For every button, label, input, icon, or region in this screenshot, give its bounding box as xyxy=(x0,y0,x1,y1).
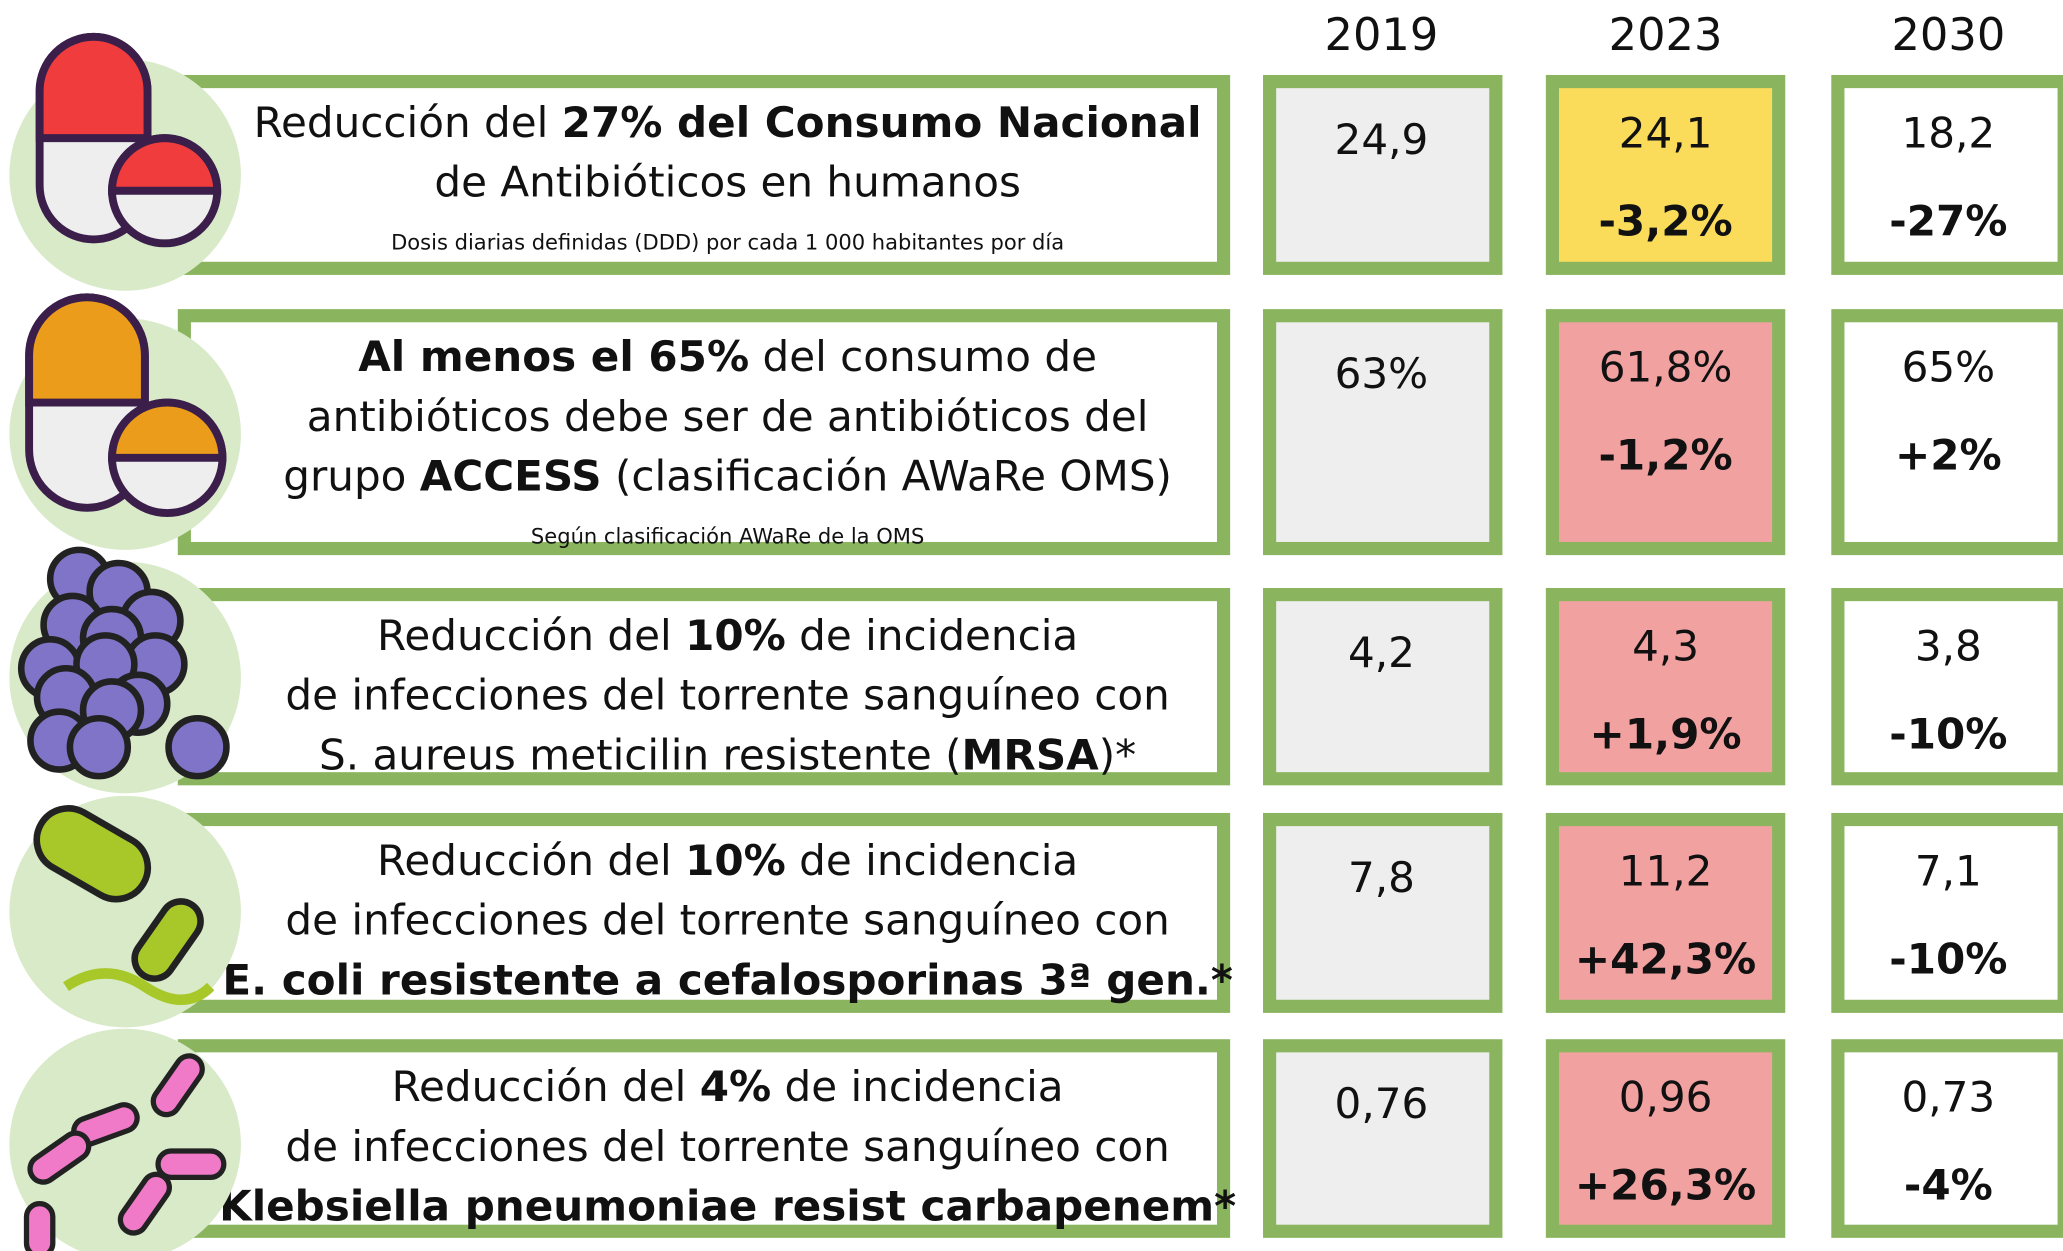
value-2030: 65% xyxy=(1902,342,1996,391)
value-2019: 7,8 xyxy=(1348,853,1415,902)
text-run: del consumo de xyxy=(749,332,1097,381)
description-line: Reducción del 4% de incidencia xyxy=(392,1062,1064,1111)
text-run: de incidencia xyxy=(771,1062,1063,1111)
text-run: Reducción del xyxy=(377,836,685,885)
text-run: de infecciones del torrente sanguíneo co… xyxy=(285,671,1169,720)
text-run: antibióticos debe ser de antibióticos de… xyxy=(307,392,1149,441)
change-2023: +26,3% xyxy=(1575,1161,1756,1210)
text-run: MRSA xyxy=(962,731,1100,780)
description-line: antibióticos debe ser de antibióticos de… xyxy=(307,392,1149,441)
note: Según clasificación AWaRe de la OMS xyxy=(531,523,924,548)
description-line: de infecciones del torrente sanguíneo co… xyxy=(285,671,1169,720)
year-header: 2023 xyxy=(1609,8,1723,61)
change-2023: +42,3% xyxy=(1575,934,1756,983)
text-run: de infecciones del torrente sanguíneo co… xyxy=(285,1122,1169,1171)
year-header: 2019 xyxy=(1325,8,1439,61)
description-line: de infecciones del torrente sanguíneo co… xyxy=(285,896,1169,945)
value-2023: 61,8% xyxy=(1599,342,1733,391)
change-2030: -10% xyxy=(1889,934,2007,983)
text-run: Reducción del xyxy=(254,98,562,147)
icons xyxy=(9,37,241,1251)
description-line: S. aureus meticilin resistente (MRSA)* xyxy=(319,731,1136,780)
text-run: Reducción del xyxy=(392,1062,700,1111)
year-header: 2030 xyxy=(1891,8,2005,61)
text-run: E. coli resistente a cefalosporinas 3ª g… xyxy=(222,955,1233,1004)
value-box xyxy=(1270,595,1496,779)
description-line: Reducción del 27% del Consumo Nacional xyxy=(254,98,1202,147)
description-line: Reducción del 10% de incidencia xyxy=(377,836,1078,885)
text-run: 27% del Consumo Nacional xyxy=(562,98,1202,147)
change-2023: -1,2% xyxy=(1598,431,1732,480)
text-run: Reducción del xyxy=(377,611,685,660)
value-2030: 3,8 xyxy=(1915,621,1982,670)
value-box xyxy=(1270,820,1496,1007)
value-2030: 7,1 xyxy=(1915,846,1982,895)
description-line: Al menos el 65% del consumo de xyxy=(358,332,1097,381)
change-2023: -3,2% xyxy=(1598,196,1732,245)
change-2030: -27% xyxy=(1889,196,2007,245)
value-2019: 0,76 xyxy=(1335,1079,1429,1128)
page: 2019 2023 2030 Reducción del 27% del Consum… xyxy=(0,0,2063,1251)
text-run: Klebsiella pneumoniae resist carbapenem* xyxy=(219,1182,1236,1231)
note: Dosis diarias definidas (DDD) por cada 1… xyxy=(391,229,1064,254)
value-2023: 11,2 xyxy=(1619,846,1713,895)
value-2030: 0,73 xyxy=(1902,1073,1996,1122)
infographic: 2019 2023 2030 Reducción del 27% del Consum… xyxy=(0,0,2063,1251)
change-2030: -4% xyxy=(1904,1161,1993,1210)
value-box xyxy=(1270,82,1496,269)
text-run: ACCESS xyxy=(420,452,602,501)
text-run: grupo xyxy=(283,452,420,501)
text-run: 10% xyxy=(685,611,786,660)
text-run: S. aureus meticilin resistente ( xyxy=(319,731,961,780)
value-box xyxy=(1270,1046,1496,1231)
text-run: Al menos el 65% xyxy=(358,332,749,381)
value-2019: 4,2 xyxy=(1348,628,1415,677)
description-line: E. coli resistente a cefalosporinas 3ª g… xyxy=(222,955,1233,1004)
text-run: de infecciones del torrente sanguíneo co… xyxy=(285,896,1169,945)
text-run: de Antibióticos en humanos xyxy=(434,158,1021,207)
value-2019: 63% xyxy=(1335,349,1429,398)
description-line: grupo ACCESS (clasificación AWaRe OMS) xyxy=(283,452,1172,501)
value-2023: 4,3 xyxy=(1632,621,1699,670)
value-2023: 24,1 xyxy=(1619,108,1713,157)
description-line: de Antibióticos en humanos xyxy=(434,158,1021,207)
text-run: )* xyxy=(1099,731,1136,780)
text-run: de incidencia xyxy=(786,836,1078,885)
change-2023: +1,9% xyxy=(1590,709,1742,758)
value-2030: 18,2 xyxy=(1902,108,1996,157)
text-run: 10% xyxy=(685,836,786,885)
text-run: de incidencia xyxy=(786,611,1078,660)
change-2030: +2% xyxy=(1895,431,2002,480)
description-line: Reducción del 10% de incidencia xyxy=(377,611,1078,660)
description-line: Klebsiella pneumoniae resist carbapenem* xyxy=(219,1182,1236,1231)
value-2019: 24,9 xyxy=(1335,115,1429,164)
text-run: 4% xyxy=(700,1062,771,1111)
text-run: (clasificación AWaRe OMS) xyxy=(602,452,1172,501)
value-2023: 0,96 xyxy=(1619,1073,1713,1122)
change-2030: -10% xyxy=(1889,709,2007,758)
description-line: de infecciones del torrente sanguíneo co… xyxy=(285,1122,1169,1171)
